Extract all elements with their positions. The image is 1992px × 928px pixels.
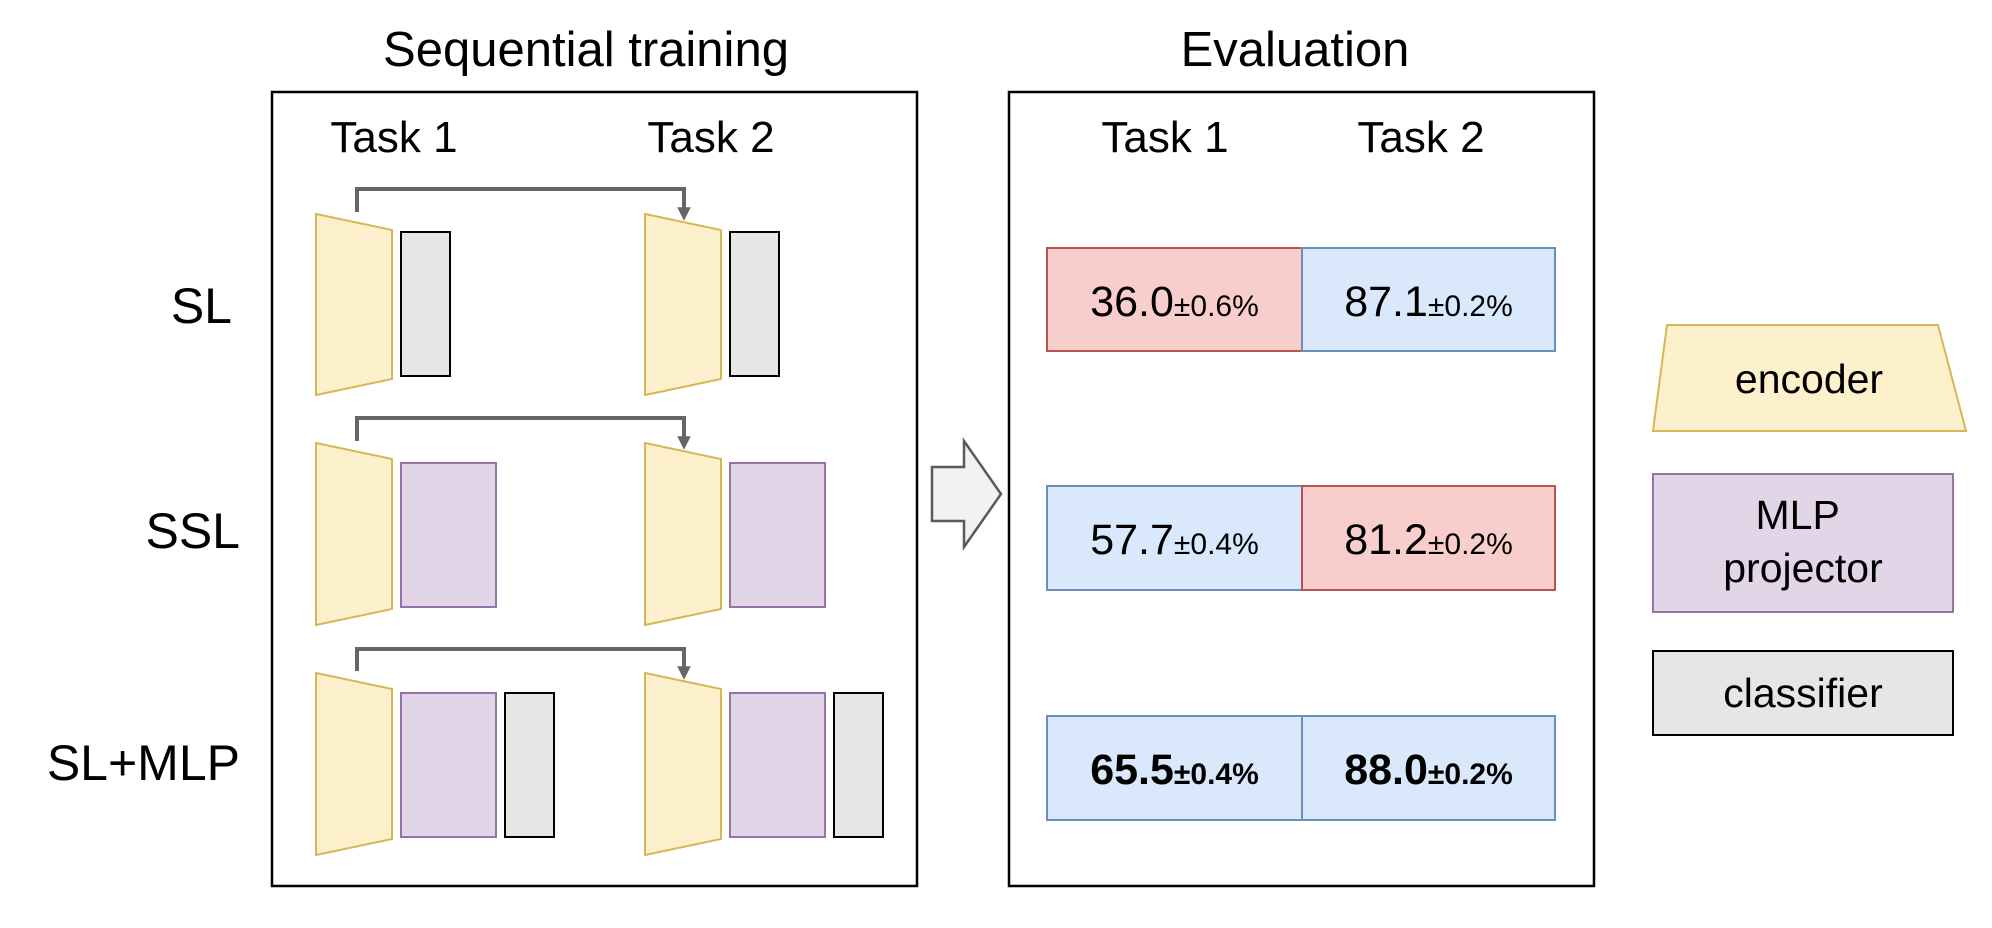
encoder-shape (315, 212, 393, 397)
legend-classifier-shape (1652, 650, 1954, 736)
evaluation-task-1-label: Task 1 (1101, 113, 1228, 162)
projector-block (400, 692, 497, 838)
sl-transfer-arrow (355, 187, 691, 221)
training-panel (270, 90, 919, 888)
sl-mlp-task1-model (315, 671, 555, 857)
sl-task2-model (644, 212, 780, 397)
result-cell-sl-mlp-task2 (1301, 715, 1556, 821)
encoder-shape (315, 671, 393, 857)
result-cell-ssl-task1 (1046, 485, 1303, 591)
result-text-ssl-task2: 81.2±0.2% (1344, 516, 1513, 564)
result-text-sl-task1: 36.0±0.6% (1090, 278, 1259, 326)
sl-mlp-task2-model (644, 671, 884, 857)
ssl-task1-model (315, 441, 497, 627)
projector-block (729, 462, 826, 608)
encoder-shape (644, 671, 722, 857)
result-text-ssl-task1: 57.7±0.4% (1090, 516, 1259, 564)
training-task-2-label: Task 2 (647, 113, 774, 162)
row-label-sl-mlp: SL+MLP (47, 735, 240, 791)
classifier-block (833, 692, 884, 838)
ssl-task2-model (644, 441, 826, 627)
projector-block (729, 692, 826, 838)
training-task-1-label: Task 1 (330, 113, 457, 162)
training-to-evaluation-arrow (930, 437, 1003, 551)
classifier-block (729, 231, 780, 377)
classifier-block (400, 231, 451, 377)
result-cell-sl-task2 (1301, 247, 1556, 352)
evaluation-title: Evaluation (1181, 23, 1410, 77)
legend-encoder-shape (1651, 324, 1968, 432)
row-label-sl: SL (171, 278, 232, 334)
projector-block (400, 462, 497, 608)
result-text-sl-mlp-task2: 88.0±0.2% (1344, 746, 1513, 794)
legend-projector-line2: projector (1723, 545, 1883, 591)
encoder-shape (644, 212, 722, 397)
row-label-ssl: SSL (145, 503, 240, 559)
legend-encoder-label: encoder (1735, 356, 1883, 402)
legend-projector-shape (1652, 473, 1954, 613)
result-text-sl-task2: 87.1±0.2% (1344, 278, 1513, 326)
result-cell-ssl-task2 (1301, 485, 1556, 591)
sequential-training-title: Sequential training (383, 23, 789, 77)
result-cell-sl-mlp-task1 (1046, 715, 1303, 821)
result-text-sl-mlp-task1: 65.5±0.4% (1090, 746, 1259, 794)
legend-classifier-label: classifier (1723, 670, 1882, 716)
legend: encoder MLP projector classifier (1651, 324, 1968, 736)
result-cell-sl-task1 (1046, 247, 1303, 352)
ssl-transfer-arrow (355, 416, 691, 450)
evaluation-task-2-label: Task 2 (1357, 113, 1484, 162)
classifier-block (504, 692, 555, 838)
sl-mlp-transfer-arrow (355, 647, 691, 680)
legend-projector-line1: MLP (1756, 492, 1840, 538)
sl-task1-model (315, 212, 451, 397)
encoder-shape (644, 441, 722, 627)
evaluation-panel (1007, 90, 1596, 888)
legend-projector-label: MLP projector (1723, 492, 1883, 591)
encoder-shape (315, 441, 393, 627)
